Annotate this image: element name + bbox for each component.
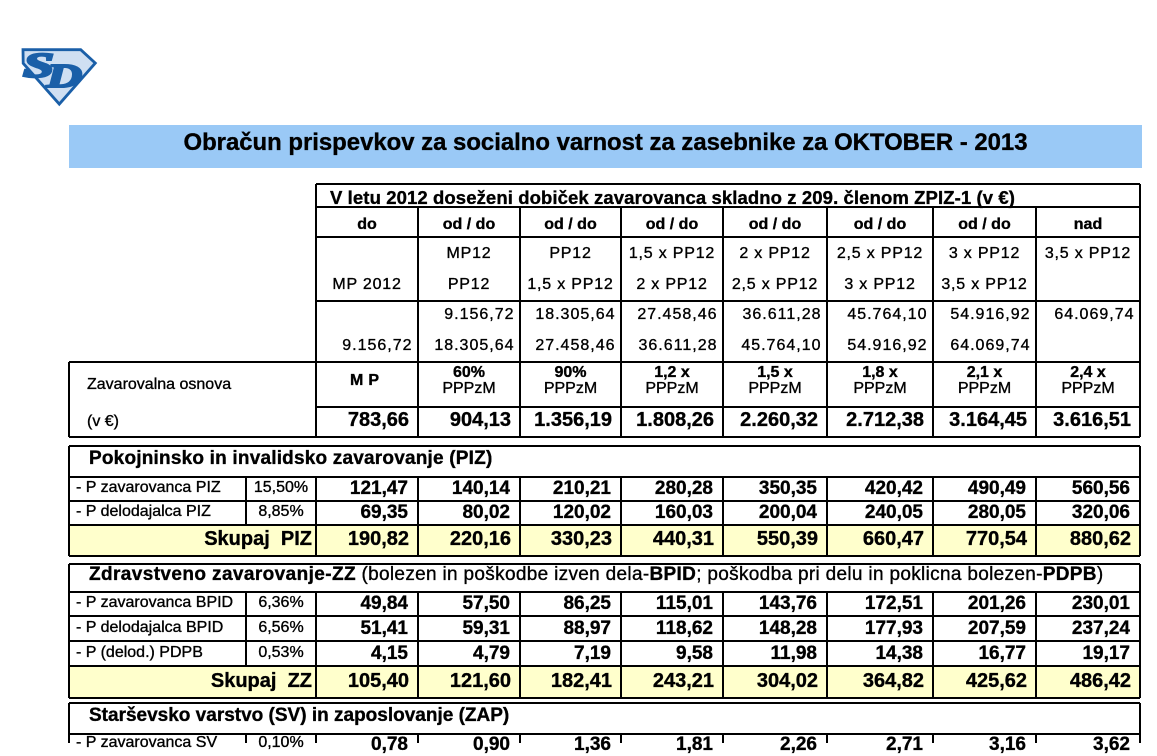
svg-text:S: S [23, 46, 54, 85]
svg-text:D: D [45, 57, 82, 95]
